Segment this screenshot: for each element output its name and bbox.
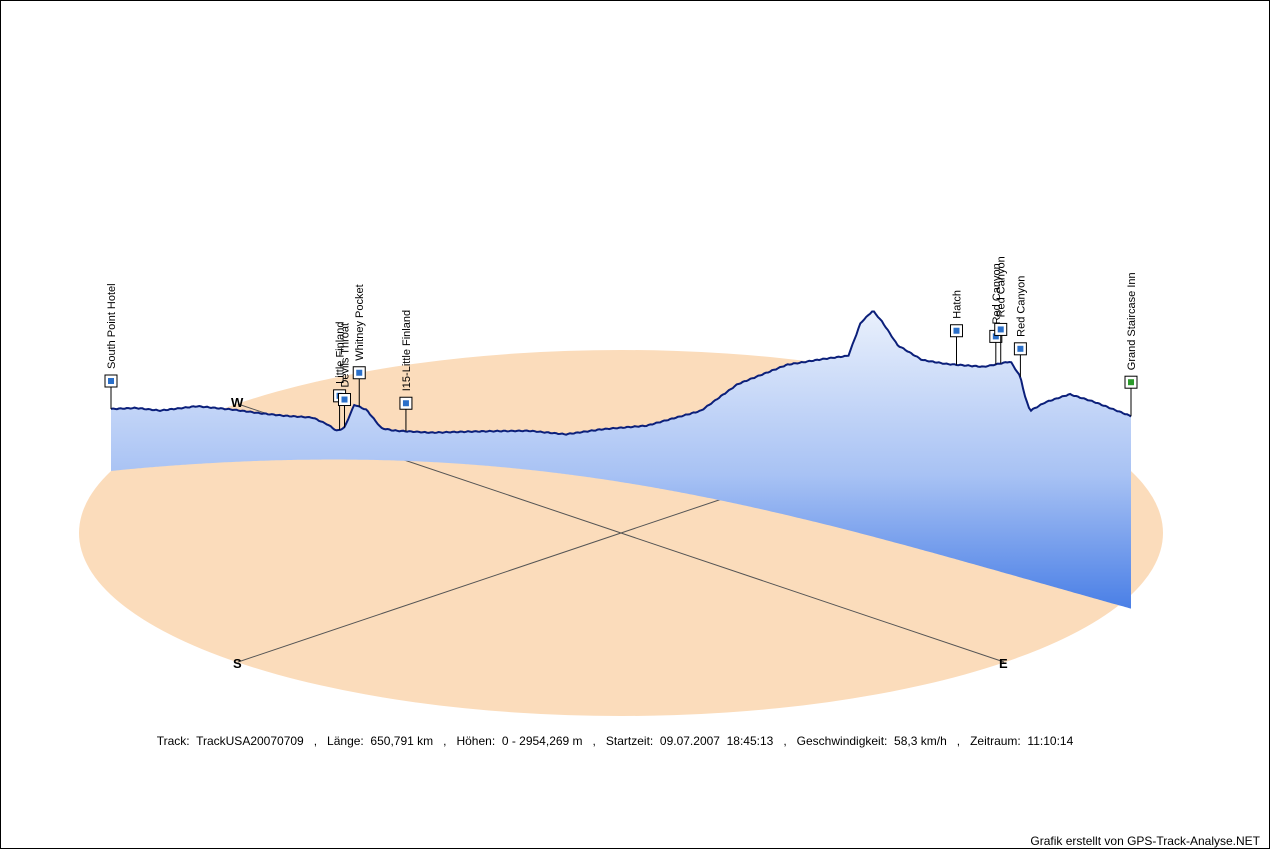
waypoint-label: Red Canyon <box>1015 276 1027 337</box>
waypoint-marker-dot <box>356 369 363 376</box>
profile-line <box>110 310 1132 436</box>
waypoint-marker-dot <box>997 326 1004 333</box>
waypoint-marker-dot <box>402 400 409 407</box>
waypoint-marker-dot <box>1128 379 1134 386</box>
compass-label-s: S <box>233 656 242 671</box>
waypoint-marker-dot <box>341 396 348 403</box>
waypoint-marker-dot <box>1017 345 1024 352</box>
waypoint-label: Red Canyon <box>996 256 1008 317</box>
waypoint-label: Whitney Pocket <box>354 284 366 360</box>
profile-wall-group <box>110 310 1132 609</box>
compass-label-e: E <box>999 656 1008 671</box>
track-info-line: Track: TrackUSA20070709 , Länge: 650,791… <box>156 734 1074 748</box>
compass-label-w: W <box>231 395 244 410</box>
waypoint-label: I15-Little Finland <box>401 310 413 391</box>
waypoint-label: Devils Throat <box>339 323 351 388</box>
waypoint-label: South Point Hotel <box>106 283 118 369</box>
waypoint-label: Hatch <box>951 290 963 319</box>
profile-area <box>111 311 1131 609</box>
waypoint-label: Grand Staircase Inn <box>1126 272 1138 370</box>
credit-text: Grafik erstellt von GPS-Track-Analyse.NE… <box>1030 834 1260 848</box>
waypoint-marker-dot <box>108 378 114 384</box>
waypoint-label: Red Canyon <box>991 263 1003 324</box>
waypoint-label: Little Finland <box>335 321 347 383</box>
waypoint-marker-dot <box>953 327 960 334</box>
waypoint-marker-dot <box>992 333 999 340</box>
